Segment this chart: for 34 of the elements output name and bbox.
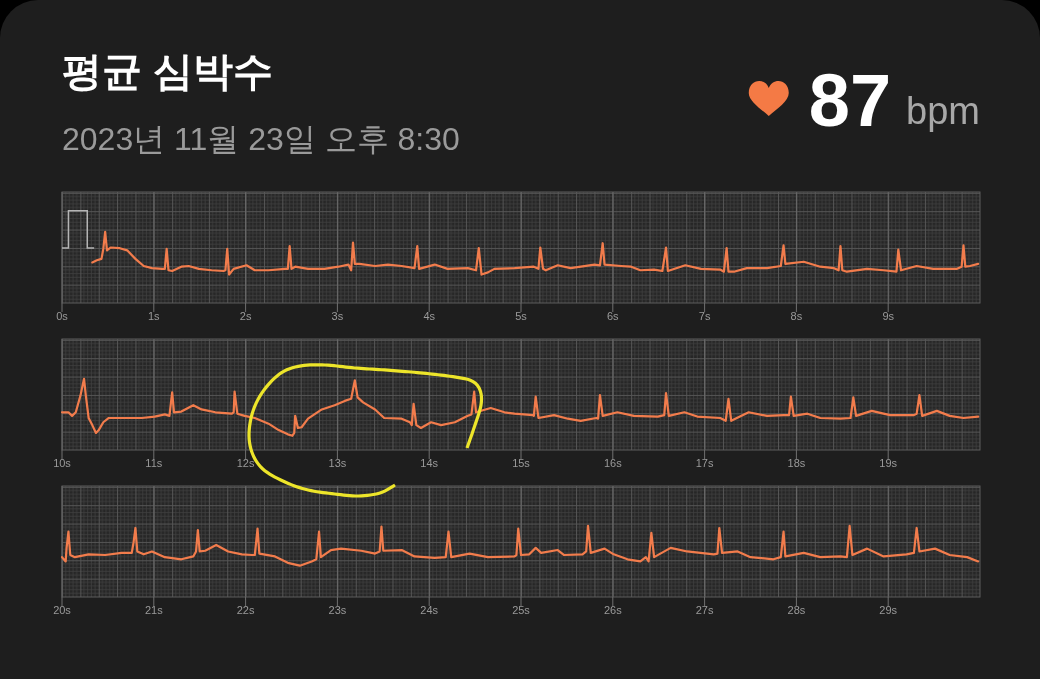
tick-label: 25s [512,604,530,616]
tick-label: 3s [331,310,344,322]
tick-label: 26s [603,604,622,616]
tick-label: 17s [695,457,714,469]
tick-label: 18s [787,457,806,469]
tick-label: 29s [879,604,898,616]
tick-label: 20s [53,604,71,616]
tick-label: 27s [695,604,714,616]
tick-label: 2s [239,310,252,322]
tick-label: 22s [236,604,255,616]
tick-label: 12s [236,457,255,469]
tick-label: 24s [420,604,439,616]
tick-label: 7s [698,310,711,322]
tick-label: 10s [53,457,71,469]
tick-label: 4s [423,310,435,322]
tick-label: 11s [145,457,163,469]
tick-label: 21s [144,604,163,616]
tick-label: 1s [148,310,160,322]
tick-label: 15s [512,457,530,469]
tick-label: 13s [328,457,347,469]
tick-label: 6s [607,310,619,322]
tick-label: 16s [603,457,622,469]
tick-label: 8s [790,310,803,322]
tick-label: 9s [882,310,894,322]
tick-label: 19s [879,457,898,469]
annotation: bpm [906,90,980,132]
tick-label: 14s [420,457,439,469]
subtitle: 2023년 11월 23일 오후 8:30 [62,121,460,157]
title: 평균 심박수 [62,49,274,93]
tick-label: 0s [56,310,68,322]
tick-label: 23s [328,604,347,616]
tick-label: 5s [515,310,527,322]
tick-label: 28s [787,604,806,616]
annotation: 87 [808,59,892,142]
